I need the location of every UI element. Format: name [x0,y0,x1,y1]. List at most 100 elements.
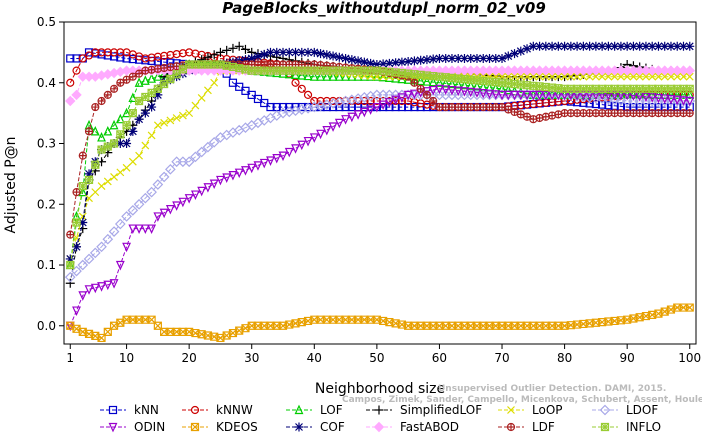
point-ldof [158,171,170,183]
point-simplifiedlof [209,50,219,60]
point-knn [404,102,413,112]
point-ldof [108,226,120,237]
point-lof [128,92,138,103]
point-odin [428,85,438,96]
point-lof [641,89,651,100]
point-lof [341,71,351,81]
point-odin [341,115,351,125]
point-loop [191,101,200,110]
x-tick-label: 70 [494,351,509,365]
point-odin [666,95,676,105]
point-odin [303,136,313,147]
point-odin [209,179,219,190]
point-odin [654,93,663,104]
y-axis-label: Adjusted P@n [3,136,19,233]
legend-item-ldof: LDOF [592,403,658,417]
point-cof [391,58,401,68]
point-loop [598,72,607,81]
point-cof [128,126,138,136]
point-knn [379,102,388,112]
point-cof [566,41,576,51]
legend-item-loop: LoOP [498,403,563,417]
legend-item-fastabod: FastABOD [366,420,459,434]
point-cof [140,108,150,118]
point-knn [72,54,81,63]
point-ldof [102,233,114,245]
point-cof [660,41,670,51]
point-loop [97,182,106,190]
x-axis-label: Neighborhood size [315,381,445,397]
point-cof [472,53,482,63]
point-fastabod [71,89,82,101]
point-ldf [109,84,119,93]
point-cof [428,54,438,64]
point-odin [278,151,288,162]
x-tick-label: 20 [182,351,197,365]
legend-marker-simplifiedlof [374,405,384,415]
point-odin [409,89,419,100]
point-knn [397,102,407,112]
point-cof [265,47,275,57]
point-odin [460,87,469,97]
point-loop [85,194,93,203]
point-odin [197,186,207,197]
point-odin [541,90,551,101]
point-ldof [196,146,208,158]
point-knnw [366,96,375,106]
point-odin [372,102,382,113]
point-cof [572,41,582,51]
legend-item-lof: LOF [286,403,343,417]
point-loop [91,188,100,197]
point-cof [378,59,388,69]
point-loop [197,94,206,102]
x-tick-label: 90 [620,351,635,365]
point-knnw [78,54,87,63]
legend-marker-knnw [190,405,200,415]
point-lof [441,77,451,88]
point-cof [603,41,613,51]
point-lof [103,125,113,136]
point-loop [110,173,118,181]
point-cof [635,41,645,51]
point-loop [203,86,212,95]
y-axis: 0.0 0.1 0.2 0.3 0.4 0.5 [37,15,64,333]
point-knnw [153,52,162,61]
point-odin [647,93,657,103]
point-odin [403,90,413,101]
point-cof [503,51,513,61]
legend-item-inflo: INFLO [592,420,661,434]
point-cof [610,41,620,51]
point-ldof [365,90,376,102]
point-odin [378,100,388,111]
point-cof [541,41,551,51]
point-knn [278,102,288,112]
legend-item-knnw: kNNW [182,403,253,417]
point-odin [140,224,150,234]
point-lof [672,89,682,100]
point-loop [629,72,638,81]
point-ldof [121,211,132,222]
point-ldof [208,136,220,148]
point-loop [529,72,538,81]
point-lof [309,71,319,81]
point-inflo [109,139,119,148]
point-odin [353,110,363,120]
point-loop [510,72,519,81]
point-odin [485,89,494,100]
point-inflo [147,88,156,97]
point-knnw [147,53,156,62]
legend-item-simplifiedlof: SimplifiedLOF [366,403,482,417]
point-ldof [202,141,214,153]
point-cof [397,57,407,67]
point-knnw [310,96,319,106]
point-lof [334,71,344,81]
point-odin [115,260,125,271]
point-ldof [346,94,358,106]
point-knnw [303,90,313,100]
point-cof [134,114,144,124]
point-odin [178,197,188,208]
point-ldof [183,156,195,168]
point-cof [516,46,526,56]
point-cof [284,47,294,57]
point-lof [153,71,163,81]
